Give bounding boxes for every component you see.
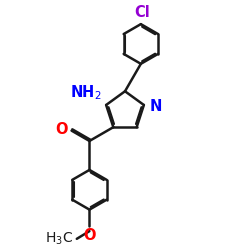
Text: H$_3$C: H$_3$C [44, 231, 73, 247]
Text: O: O [83, 228, 96, 242]
Text: NH$_2$: NH$_2$ [70, 83, 101, 102]
Text: Cl: Cl [134, 5, 150, 20]
Text: O: O [56, 122, 68, 137]
Text: N: N [150, 99, 162, 114]
